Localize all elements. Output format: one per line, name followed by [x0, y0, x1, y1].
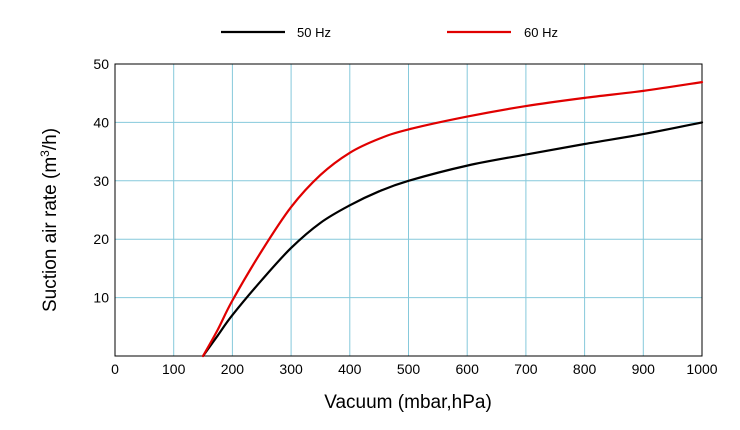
y-axis-title-superscript: 3 [38, 150, 52, 157]
y-axis-title: Suction air rate (m3/h) [38, 128, 61, 312]
axis-titles: Vacuum (mbar,hPa) Suction air rate (m3/h) [38, 128, 492, 413]
x-tick-label-800: 800 [573, 361, 597, 377]
y-tick-label-40: 40 [93, 114, 109, 130]
x-tick-label-500: 500 [397, 361, 421, 377]
y-tick-label-20: 20 [93, 231, 109, 247]
legend-label-1: 50 Hz [297, 25, 331, 40]
series-layer [201, 81, 704, 358]
series-line-1 [201, 121, 704, 358]
legend-label-2: 60 Hz [524, 25, 558, 40]
x-tick-label-400: 400 [338, 361, 362, 377]
x-tick-label-900: 900 [632, 361, 656, 377]
y-tick-label-10: 10 [93, 290, 109, 306]
x-tick-label-300: 300 [279, 361, 303, 377]
x-tick-label-100: 100 [162, 361, 186, 377]
tick-labels: 0 100 200 300 400 500 600 700 800 900 1000 10 20 30 40… [93, 56, 717, 377]
x-tick-label-700: 700 [514, 361, 538, 377]
legend-item-2: 60 Hz [447, 25, 558, 40]
y-tick-label-50: 50 [93, 56, 109, 72]
y-tick-label-30: 30 [93, 173, 109, 189]
y-axis-title-prefix: Suction air rate (m [40, 157, 61, 312]
x-tick-label-0: 0 [111, 361, 119, 377]
x-axis-title: Vacuum (mbar,hPa) [324, 392, 492, 413]
x-tick-label-1000: 1000 [686, 361, 717, 377]
legend: 50 Hz 60 Hz [221, 25, 558, 40]
legend-item-1: 50 Hz [221, 25, 331, 40]
plot-border [114, 63, 703, 357]
series-line-2 [201, 81, 704, 358]
grid [115, 64, 702, 356]
axes [114, 63, 703, 357]
y-axis-title-suffix: /h) [40, 128, 61, 150]
x-tick-label-600: 600 [456, 361, 480, 377]
x-tick-label-200: 200 [221, 361, 245, 377]
